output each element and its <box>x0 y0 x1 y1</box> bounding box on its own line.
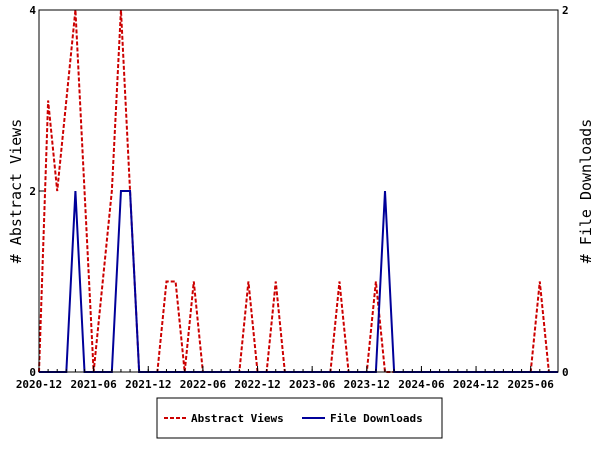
x-tick-label: 2021-12 <box>125 378 171 391</box>
right-y-tick-label: 2 <box>562 4 569 17</box>
x-tick-label: 2022-12 <box>234 378 280 391</box>
series-line-abstract-views <box>38 9 558 373</box>
x-tick-label: 2024-12 <box>453 378 499 391</box>
left-y-tick-label: 2 <box>29 185 36 198</box>
plot-frame <box>38 9 559 373</box>
legend: Abstract Views File Downloads <box>156 397 443 439</box>
legend-label-file-downloads: File Downloads <box>330 412 423 425</box>
right-y-tick-label: 0 <box>562 366 569 379</box>
right-axis-title: # File Downloads <box>577 119 595 264</box>
series-line-file-downloads <box>39 190 558 373</box>
x-tick-label: 2021-06 <box>70 378 117 391</box>
left-y-tick-label: 0 <box>29 366 36 379</box>
legend-label-abstract-views: Abstract Views <box>191 412 284 425</box>
x-tick-label: 2020-12 <box>16 378 62 391</box>
axes: 2020-12 2021-06 2021-12 2022-06 2022-12 2023-… <box>16 4 569 391</box>
x-tick-label: 2024-06 <box>398 378 445 391</box>
x-tick-label: 2025-06 <box>508 378 555 391</box>
series-layer <box>38 9 558 373</box>
legend-box <box>156 397 443 439</box>
x-tick-label: 2023-12 <box>344 378 390 391</box>
left-y-tick-label: 4 <box>29 4 36 17</box>
x-tick-label: 2022-06 <box>180 378 227 391</box>
x-tick-label: 2023-06 <box>289 378 336 391</box>
left-axis-title: # Abstract Views <box>7 119 25 264</box>
